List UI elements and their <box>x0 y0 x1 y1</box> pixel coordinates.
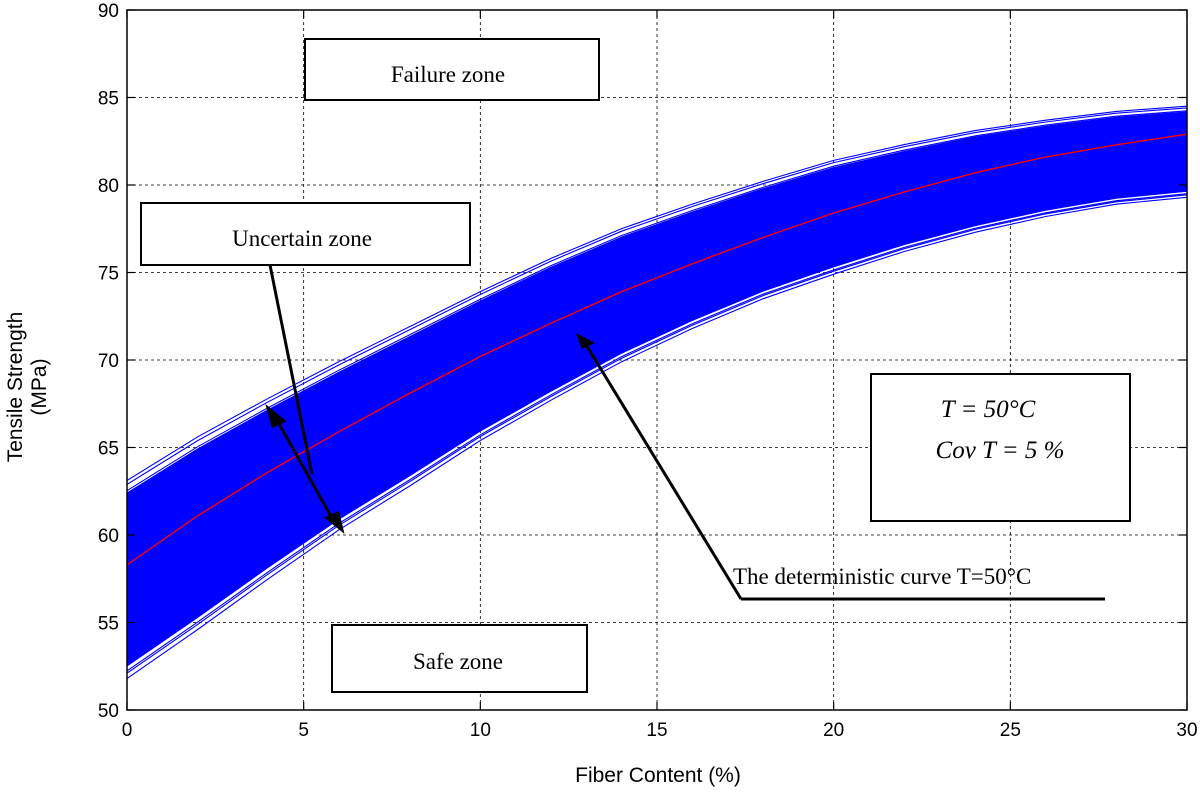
y-tick-label: 80 <box>98 176 119 197</box>
y-tick-label: 60 <box>98 526 119 547</box>
y-tick-label: 85 <box>98 89 119 110</box>
x-tick-label: 5 <box>298 720 309 741</box>
uncertain-zone-arrows <box>265 264 345 534</box>
deterministic-curve-line <box>127 133 1187 566</box>
y-axis-title-line-2: (MPa) <box>28 358 51 415</box>
failure-zone-box: Failure zone <box>304 38 600 101</box>
band-curve <box>127 193 1187 672</box>
band-curve <box>127 194 1187 674</box>
failure-zone-label: Failure zone <box>391 62 505 87</box>
y-tick-label: 55 <box>98 614 119 635</box>
x-tick-label: 25 <box>1000 720 1021 741</box>
uncertain-zone-label: Uncertain zone <box>232 226 372 251</box>
x-axis-title: Fiber Content (%) <box>575 764 741 787</box>
band-curve <box>127 110 1187 492</box>
uncertainty-band <box>127 105 1187 679</box>
temperature-label: T = 50°C <box>941 396 1036 423</box>
band-curve <box>127 105 1187 481</box>
y-tick-label: 50 <box>98 701 119 722</box>
uncertain-arrowhead-down <box>324 510 345 534</box>
x-tick-label: 10 <box>470 720 491 741</box>
x-tick-label: 0 <box>122 720 133 741</box>
safe-zone-label: Safe zone <box>413 649 503 674</box>
cov-temperature-label: Cov T = 5 % <box>936 437 1065 464</box>
band-curve <box>127 107 1187 485</box>
deterministic-curve-label: The deterministic curve T=50°C <box>733 564 1031 589</box>
uncertain-pointer-line <box>268 264 314 475</box>
safe-zone-box: Safe zone <box>331 624 588 693</box>
pointer-line <box>583 342 743 600</box>
x-tick-label: 20 <box>823 720 844 741</box>
y-axis-title-line-1: Tensile Strength <box>4 312 27 463</box>
band-fill <box>127 111 1187 667</box>
uncertain-span-line <box>276 421 334 519</box>
y-axis-title: Tensile Strength (MPa) <box>4 312 51 463</box>
y-tick-label: 65 <box>98 439 119 460</box>
uncertain-arrowhead-up <box>265 403 287 429</box>
y-tick-label: 70 <box>98 351 119 372</box>
deterministic-curve-pointer: The deterministic curve T=50°C <box>576 333 1105 601</box>
x-tick-label: 15 <box>646 720 667 741</box>
parameters-box: T = 50°C Cov T = 5 % <box>870 373 1131 522</box>
uncertain-zone-box: Uncertain zone <box>140 202 471 266</box>
y-tick-label: 90 <box>98 1 119 22</box>
pointer-arrowhead <box>576 333 595 349</box>
y-tick-label: 75 <box>98 264 119 285</box>
x-axis-ticks: 0 5 10 15 20 25 30 <box>122 10 1198 741</box>
band-curve <box>127 196 1187 679</box>
x-tick-label: 30 <box>1176 720 1197 741</box>
y-axis-ticks: 50 55 60 65 70 75 80 85 90 <box>98 1 1187 722</box>
